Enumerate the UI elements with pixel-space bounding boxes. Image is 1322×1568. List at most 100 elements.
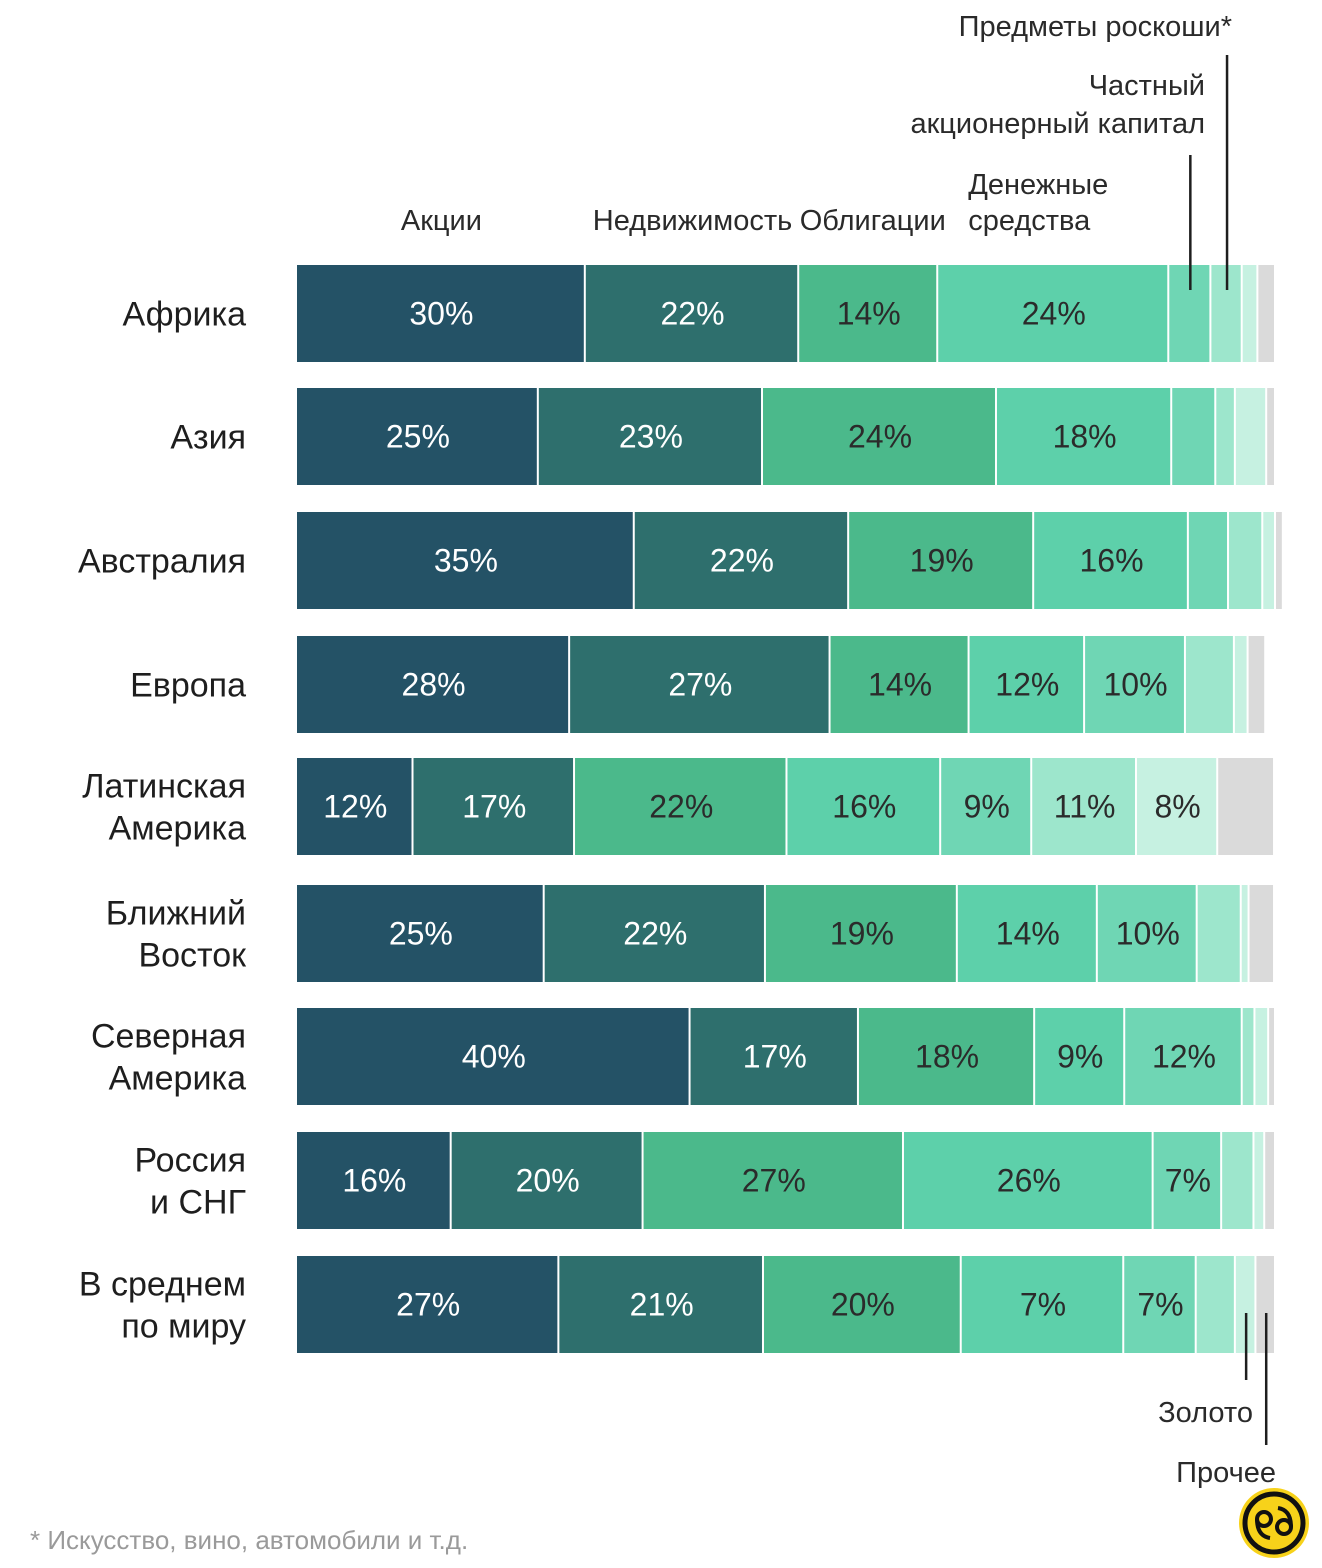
category-label: Россия	[135, 1142, 247, 1180]
data-label: 20%	[516, 1163, 580, 1199]
category-label: Австралия	[78, 543, 246, 581]
bar-segment	[1216, 388, 1234, 485]
series-label: Недвижимость	[593, 205, 793, 237]
bar-segment	[1153, 1132, 1221, 1229]
series-label: Облигации	[800, 205, 946, 237]
data-label: 30%	[409, 296, 473, 332]
data-label: 7%	[1165, 1163, 1211, 1199]
bar-segment	[451, 1132, 642, 1229]
bar-segment	[634, 512, 848, 609]
bar-segment	[297, 265, 584, 362]
data-label: 17%	[743, 1039, 807, 1075]
bar-segment	[957, 885, 1096, 982]
bar-segment	[570, 636, 829, 733]
data-label: 16%	[342, 1163, 406, 1199]
data-label: 18%	[915, 1039, 979, 1075]
data-label: 22%	[649, 789, 713, 825]
bar-segment	[1197, 885, 1240, 982]
data-label: 8%	[1154, 789, 1200, 825]
bar-segment	[799, 265, 937, 362]
bar-segment	[297, 1256, 558, 1353]
bar-segment	[996, 388, 1171, 485]
data-label: 19%	[830, 916, 894, 952]
series-label: средства	[968, 205, 1091, 237]
bar-segment	[765, 885, 956, 982]
bar-segment	[1218, 758, 1274, 855]
data-label: 23%	[619, 419, 683, 455]
category-label: Африка	[123, 296, 247, 334]
data-label: 25%	[386, 419, 450, 455]
bar-segment	[1229, 512, 1262, 609]
bar-segment	[830, 636, 968, 733]
bar-segment	[858, 1008, 1034, 1105]
data-label: 11%	[1054, 789, 1116, 825]
data-label: 22%	[623, 916, 687, 952]
data-label: 26%	[997, 1163, 1061, 1199]
bar-segment	[1034, 512, 1187, 609]
bar-segment	[1136, 758, 1217, 855]
bar-segment	[787, 758, 940, 855]
data-label: 25%	[389, 916, 453, 952]
bar-segment	[1235, 388, 1266, 485]
category-label: В среднем	[79, 1266, 246, 1304]
bar-segment	[1263, 512, 1274, 609]
category-label: Европа	[130, 667, 246, 705]
corner-logo-icon	[1239, 1488, 1309, 1558]
data-label: 14%	[996, 916, 1060, 952]
bar-segment	[1269, 1008, 1274, 1105]
category-label: по миру	[121, 1308, 246, 1346]
bar-segment	[1124, 1256, 1195, 1353]
bar-segment	[1035, 1008, 1124, 1105]
bar-segment	[1248, 636, 1265, 733]
bar-segment	[538, 388, 762, 485]
bar-segment	[1222, 1132, 1253, 1229]
bar-segment	[1196, 1256, 1234, 1353]
bar-segment	[297, 636, 569, 733]
data-label: 27%	[668, 667, 732, 703]
bar-segment	[559, 1256, 762, 1353]
data-label: 18%	[1053, 419, 1117, 455]
bar-segment	[575, 758, 786, 855]
data-label: 22%	[710, 543, 774, 579]
category-label: Америка	[109, 810, 246, 848]
data-label: 24%	[848, 419, 912, 455]
bar-segment	[413, 758, 574, 855]
series-label: Денежные	[968, 169, 1108, 201]
data-label: 10%	[1116, 916, 1180, 952]
data-label: 12%	[1152, 1039, 1216, 1075]
bar-segment	[1097, 885, 1196, 982]
bar-segment	[1172, 388, 1215, 485]
bar-segment	[1249, 885, 1274, 982]
footnote: * Искусство, вино, автомобили и т.д.	[30, 1525, 469, 1555]
data-label: 27%	[742, 1163, 806, 1199]
bar-segment	[763, 388, 995, 485]
bar-segment	[1125, 1008, 1241, 1105]
bar-segment	[1276, 512, 1282, 609]
data-label: 9%	[964, 789, 1010, 825]
bar-segment	[849, 512, 1033, 609]
bar-segment	[1242, 265, 1257, 362]
series-label: Предметы роскоши*	[959, 11, 1232, 43]
bar-segment	[297, 758, 412, 855]
bar-segment	[941, 758, 1031, 855]
data-label: 14%	[868, 667, 932, 703]
bar-segment	[1256, 1256, 1274, 1353]
category-label: Ближний	[106, 895, 246, 933]
bar-segment	[1032, 758, 1135, 855]
bar-segment	[690, 1008, 857, 1105]
bar-segment	[585, 265, 798, 362]
category-label: Азия	[170, 419, 246, 457]
bar-segment	[297, 885, 543, 982]
data-label: 17%	[462, 789, 526, 825]
data-label: 24%	[1022, 296, 1086, 332]
category-label: Америка	[109, 1060, 246, 1098]
data-label: 7%	[1137, 1287, 1183, 1323]
bar-segment	[903, 1132, 1152, 1229]
data-label: 14%	[837, 296, 901, 332]
data-label: 19%	[910, 543, 974, 579]
bar-segment	[1265, 1132, 1274, 1229]
data-label: 9%	[1057, 1039, 1103, 1075]
category-label: Восток	[138, 937, 247, 975]
bar-segment	[297, 1132, 450, 1229]
